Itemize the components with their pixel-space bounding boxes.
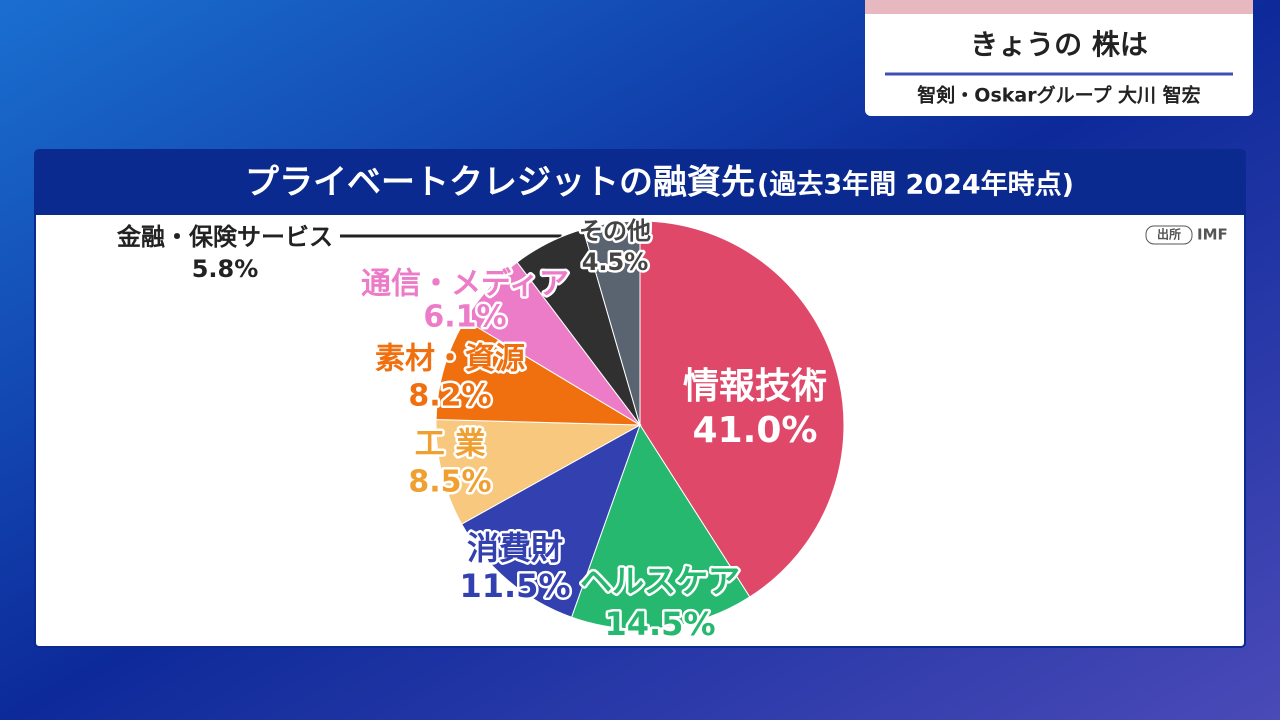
value-label: 11.5%	[459, 567, 570, 605]
value-label: 14.5%	[604, 605, 715, 643]
pie-slice	[435, 319, 642, 426]
title-bar	[36, 151, 1244, 215]
header-title: きょうの 株は	[970, 28, 1148, 61]
chart-title: プライベートクレジットの融資先	[245, 163, 755, 203]
value-label: 41.0%	[693, 410, 818, 451]
pie-slice	[435, 419, 642, 525]
header-subtitle: 智剣・Oskarグループ 大川 智宏	[917, 84, 1200, 107]
pie-slice	[582, 220, 641, 426]
pie-slice	[460, 423, 641, 618]
source: IMF	[1197, 226, 1228, 244]
value-label: 4.5%	[582, 248, 649, 276]
value-label: 8.5%	[408, 465, 491, 500]
chart-subtitle: (過去3年間 2024年時点)	[757, 169, 1074, 201]
slice-label: 情報技術	[683, 366, 827, 407]
pie-slice	[570, 423, 751, 630]
slice-label: 通信・メディア	[361, 267, 569, 302]
source-badge	[1145, 225, 1193, 245]
slice-label: 工 業	[415, 427, 485, 462]
slice-label: 素材・資源	[375, 342, 525, 377]
slice-label: ヘルスケア	[580, 562, 740, 600]
pie-slice	[639, 220, 845, 598]
slice-label: 消費財	[467, 529, 563, 567]
source-label: 出所	[1157, 227, 1181, 242]
value-label: 5.8%	[192, 255, 259, 283]
pie	[435, 220, 845, 630]
slice-label: その他	[579, 217, 651, 245]
header-strip	[865, 0, 1253, 14]
slice-label: 金融・保険サービス	[116, 223, 333, 251]
value-label: 6.1%	[423, 300, 506, 335]
header-box	[865, 0, 1253, 116]
value-label: 8.2%	[408, 379, 491, 414]
